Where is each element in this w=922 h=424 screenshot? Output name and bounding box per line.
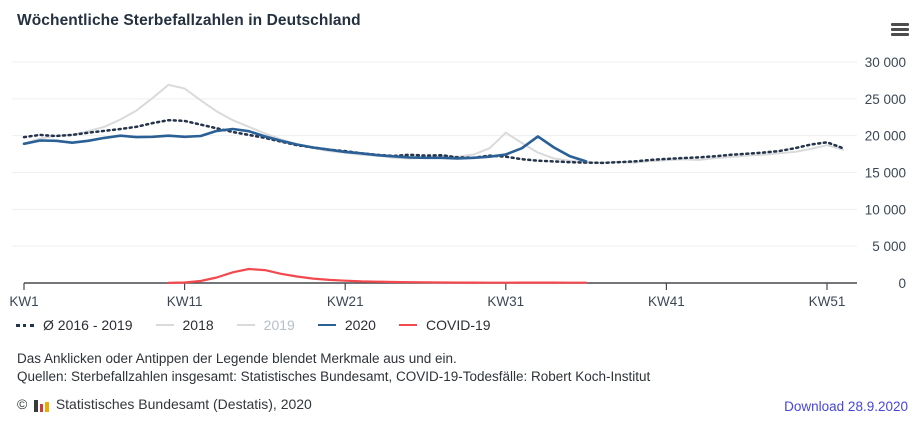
chart-legend: Ø 2016 - 2019 2018 2019 2020 COVID-19 [16,317,491,333]
line-marker-icon [155,324,174,326]
legend-item-2019[interactable]: 2019 [236,317,295,333]
line-marker-icon [317,324,336,326]
svg-text:KW11: KW11 [167,294,203,309]
svg-text:15 000: 15 000 [865,166,906,181]
legend-label: COVID-19 [425,317,491,333]
legend-label: 2019 [263,317,295,333]
svg-text:10 000: 10 000 [865,202,906,217]
svg-text:KW41: KW41 [648,294,685,309]
legend-label: 2018 [182,317,214,333]
svg-text:KW21: KW21 [327,294,364,309]
svg-text:20 000: 20 000 [865,129,906,144]
svg-text:30 000: 30 000 [865,55,906,70]
legend-item-covid-19[interactable]: COVID-19 [398,317,491,333]
line-marker-icon [398,324,417,326]
legend-item-avg-2016-2019[interactable]: Ø 2016 - 2019 [16,317,133,333]
legend-hint-text: Das Anklicken oder Antippen der Legende … [17,351,457,366]
menu-bar [891,33,909,36]
destatis-logo-icon [34,400,49,412]
menu-bar [891,23,909,26]
chart-svg[interactable]: KW1 KW11 KW21 KW31 KW41 KW51 0 5 000 10 000 15 00… [0,0,922,312]
download-link[interactable]: Download 28.9.2020 [784,399,908,414]
menu-bar [891,28,909,31]
page-title: Wöchentliche Sterbefallzahlen in Deutsch… [17,12,361,29]
legend-label: Ø 2016 - 2019 [43,317,133,333]
svg-text:0: 0 [898,276,906,291]
sources-text: Quellen: Sterbefallzahlen insgesamt: Sta… [17,368,651,384]
legend-item-2020[interactable]: 2020 [317,317,376,333]
svg-text:KW1: KW1 [9,294,38,309]
svg-text:KW51: KW51 [809,294,846,309]
line-marker-icon [236,324,255,326]
hamburger-menu-icon[interactable] [891,23,909,36]
legend-item-2018[interactable]: 2018 [155,317,214,333]
legend-label: 2020 [344,317,376,333]
copyright-footer: © Statistisches Bundesamt (Destatis), 20… [17,396,312,412]
chart-notes: Das Anklicken oder Antippen der Legende … [17,350,650,385]
svg-text:KW31: KW31 [487,294,524,309]
copyright-symbol: © [17,396,28,412]
dotted-line-marker-icon [16,323,34,327]
svg-text:25 000: 25 000 [865,92,906,107]
svg-text:5 000: 5 000 [872,239,906,254]
publisher-text: Statistisches Bundesamt (Destatis), 2020 [55,396,312,412]
